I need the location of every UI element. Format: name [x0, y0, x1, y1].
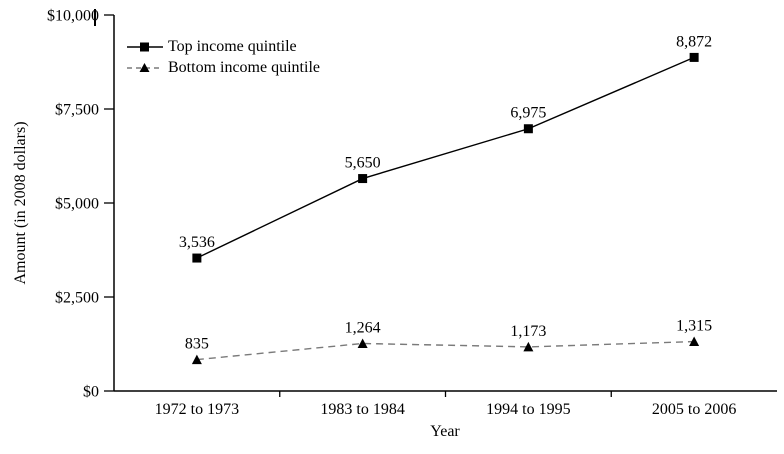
data-point-marker — [523, 341, 534, 352]
y-tick-label: $2,500 — [55, 290, 99, 307]
dashed-line-triangle-marker-icon — [127, 62, 163, 72]
solid-line-square-marker-icon — [127, 42, 163, 51]
data-point-marker — [357, 338, 368, 348]
data-point-label: 1,173 — [510, 323, 546, 340]
data-point-label: 8,872 — [676, 33, 712, 50]
x-tick-label: 2005 to 2006 — [652, 401, 736, 418]
x-tick-label: 1994 to 1995 — [486, 401, 570, 418]
y-tick-label: $7,500 — [55, 102, 99, 119]
data-point-label: 5,650 — [345, 155, 381, 172]
y-tick-label: $0 — [83, 384, 99, 401]
data-point-label: 1,315 — [676, 318, 712, 335]
legend-item-bottom-quintile: Bottom income quintile — [127, 57, 320, 78]
data-point-label: 3,536 — [179, 234, 215, 251]
x-tick-label: 1983 to 1984 — [320, 401, 404, 418]
x-axis-title: Year — [430, 423, 460, 440]
data-point-marker — [191, 354, 202, 365]
data-point-marker — [192, 253, 202, 263]
data-point-marker — [689, 336, 700, 347]
legend-item-top-quintile: Top income quintile — [127, 36, 320, 57]
text-cursor-artifact — [94, 9, 96, 26]
data-point-marker — [689, 52, 699, 62]
data-point-label: 835 — [185, 336, 209, 353]
data-point-label: 6,975 — [510, 105, 546, 122]
y-axis-title: Amount (in 2008 dollars) — [12, 121, 29, 285]
y-tick-label: $10,000 — [47, 8, 99, 25]
series-line — [196, 56, 695, 259]
legend-label: Bottom income quintile — [168, 58, 320, 76]
y-tick-label: $5,000 — [55, 196, 99, 213]
x-tick-label: 1972 to 1973 — [155, 401, 239, 418]
legend-label: Top income quintile — [168, 37, 297, 55]
series-line — [196, 340, 695, 361]
data-point-marker — [358, 174, 368, 184]
data-point-label: 1,264 — [345, 319, 381, 336]
legend: Top income quintile Bottom income quinti… — [127, 36, 320, 78]
data-point-marker — [523, 124, 533, 134]
